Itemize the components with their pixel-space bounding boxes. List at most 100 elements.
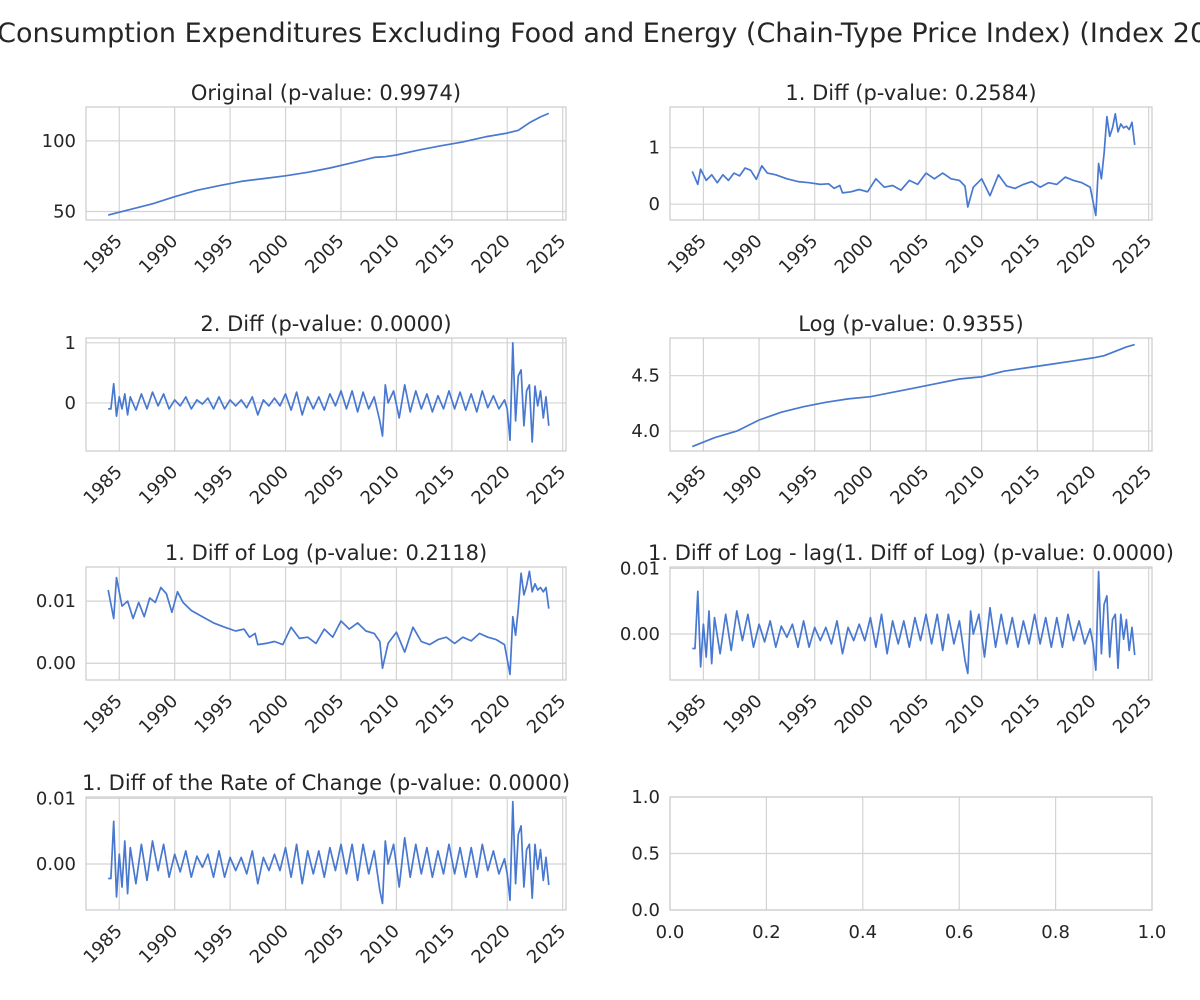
y-tick-label: 0.0 — [631, 900, 660, 921]
x-tick-label: 2025 — [523, 231, 570, 278]
y-tick-label: 0.00 — [620, 624, 660, 645]
axes-frame — [669, 566, 1153, 681]
x-tick-label: 2015 — [998, 462, 1045, 509]
x-tick-label: 2005 — [301, 231, 348, 278]
subplot-title: 2. Diff (p-value: 0.0000) — [200, 312, 451, 336]
x-tick-label: 2005 — [886, 691, 933, 738]
x-tick-label: 1985 — [80, 231, 127, 278]
subplot-grid: 1985 1990 1995 2000 2005 2010 2015 2020 20255010… — [36, 81, 1174, 968]
subplot-1: 1985 1990 1995 2000 2005 2010 2015 2020 2025 50 10… — [42, 81, 571, 278]
subplot-title: Log (p-value: 0.9355) — [798, 312, 1024, 336]
axes-frame — [669, 106, 1153, 221]
y-tick-label: 0.01 — [36, 591, 76, 612]
x-tick-label: 2010 — [357, 921, 404, 968]
subplot-title: 1. Diff of Log (p-value: 0.2118) — [165, 541, 487, 565]
y-tick-label: 50 — [53, 202, 76, 223]
x-tick-label: 2025 — [1109, 231, 1156, 278]
series-line-1 — [691, 112, 1136, 217]
x-tick-label: 2015 — [412, 231, 459, 278]
x-tick-label: 2005 — [886, 231, 933, 278]
y-tick-label: 4.5 — [631, 366, 660, 387]
series-line-1 — [107, 570, 550, 676]
x-tick-label: 2000 — [831, 231, 878, 278]
subplot-title: 1. Diff (p-value: 0.2584) — [785, 81, 1036, 105]
y-tick-label: 0.00 — [36, 854, 76, 875]
x-tick-label: 1.0 — [1138, 922, 1167, 943]
x-tick-label: 1985 — [80, 921, 127, 968]
x-tick-label: 2000 — [246, 462, 293, 509]
x-tick-label: 2000 — [831, 691, 878, 738]
x-tick-label: 2020 — [468, 691, 515, 738]
series-line-1 — [692, 570, 1136, 675]
x-tick-label: 1990 — [719, 462, 766, 509]
axes-frame — [669, 337, 1153, 452]
x-tick-label: 2015 — [998, 231, 1045, 278]
axes-frame — [85, 337, 567, 452]
x-tick-label: 1995 — [775, 231, 822, 278]
y-tick-label: 0.00 — [36, 653, 76, 674]
x-tick-label: 1990 — [135, 921, 182, 968]
axes-frame — [669, 796, 1153, 911]
x-tick-label: 1995 — [190, 462, 237, 509]
x-tick-label: 2020 — [468, 231, 515, 278]
series-line-1 — [691, 343, 1135, 448]
x-tick-label: 1985 — [80, 691, 127, 738]
series-line-1 — [108, 800, 550, 905]
subplot-7: 1985 1990 1995 2000 2005 2010 2015 2020 2025 0.00… — [36, 771, 570, 968]
axes-frame — [85, 106, 567, 221]
x-tick-label: 2005 — [886, 462, 933, 509]
series-line-1 — [107, 112, 550, 216]
x-tick-label: 2000 — [831, 462, 878, 509]
subplot-2: 1985 1990 1995 2000 2005 2010 2015 2020 2025 0 1 1.… — [649, 81, 1157, 278]
x-tick-label: 0.8 — [1041, 922, 1070, 943]
x-tick-label: 1995 — [190, 921, 237, 968]
x-tick-label: 2010 — [942, 691, 989, 738]
subplot-5: 1985 1990 1995 2000 2005 2010 2015 2020 2025 0.00… — [36, 541, 570, 738]
x-tick-label: 2015 — [412, 462, 459, 509]
x-tick-label: 2015 — [998, 691, 1045, 738]
x-tick-label: 2000 — [246, 691, 293, 738]
x-tick-label: 1990 — [135, 462, 182, 509]
series-line-1 — [108, 341, 550, 443]
axes-frame — [85, 796, 567, 911]
y-tick-label: 1 — [649, 138, 660, 159]
x-tick-label: 2020 — [468, 921, 515, 968]
x-tick-label: 1990 — [719, 691, 766, 738]
axes-frame — [85, 566, 567, 681]
x-tick-label: 2005 — [301, 691, 348, 738]
x-tick-label: 1995 — [190, 231, 237, 278]
x-tick-label: 2010 — [942, 231, 989, 278]
y-tick-label: 0.01 — [36, 788, 76, 809]
x-tick-label: 0.0 — [656, 922, 685, 943]
y-tick-label: 0 — [65, 393, 76, 414]
y-tick-label: 1 — [65, 333, 76, 354]
x-tick-label: 2010 — [357, 231, 404, 278]
subplot-8: 0.0 0.2 0.4 0.6 0.8 1.0 0.0 0.5 1.0 — [631, 787, 1166, 943]
y-tick-label: 0.5 — [631, 844, 660, 865]
x-tick-label: 2005 — [301, 921, 348, 968]
x-tick-label: 1995 — [775, 462, 822, 509]
x-tick-label: 2020 — [1053, 691, 1100, 738]
x-tick-label: 2010 — [942, 462, 989, 509]
x-tick-label: 1990 — [719, 231, 766, 278]
x-tick-label: 2000 — [246, 231, 293, 278]
x-tick-label: 2020 — [468, 462, 515, 509]
x-tick-label: 0.2 — [752, 922, 781, 943]
x-tick-label: 2025 — [523, 462, 570, 509]
x-tick-label: 1990 — [135, 691, 182, 738]
x-tick-label: 2025 — [523, 691, 570, 738]
x-tick-label: 2025 — [523, 921, 570, 968]
subplot-title: Original (p-value: 0.9974) — [191, 81, 461, 105]
x-tick-label: 2025 — [1109, 462, 1156, 509]
y-tick-label: 0 — [649, 194, 660, 215]
x-tick-label: 1990 — [135, 231, 182, 278]
y-tick-label: 4.0 — [631, 421, 660, 442]
x-tick-label: 1995 — [190, 691, 237, 738]
x-tick-label: 1985 — [80, 462, 127, 509]
subplot-4: 1985 1990 1995 2000 2005 2010 2015 2020 2025 4.0 4… — [631, 312, 1156, 509]
y-tick-label: 0.01 — [620, 558, 660, 579]
x-tick-label: 0.6 — [945, 922, 974, 943]
subplot-6: 1985 1990 1995 2000 2005 2010 2015 2020 2025 0.00… — [620, 541, 1174, 738]
x-tick-label: 2010 — [357, 691, 404, 738]
